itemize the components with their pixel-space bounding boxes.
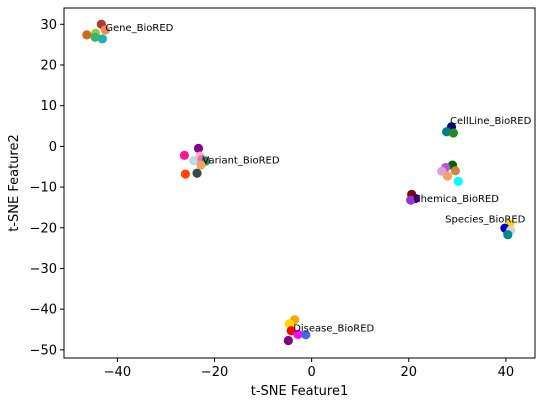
data-point [180, 169, 190, 179]
x-axis-label: t-SNE Feature1 [251, 384, 349, 399]
data-point [293, 329, 303, 339]
data-point [196, 160, 206, 170]
cluster-label: Gene_BioRED [105, 23, 173, 34]
data-point [406, 195, 416, 205]
y-tick-label: 30 [40, 18, 57, 33]
plot-area-frame [63, 7, 536, 359]
x-tick-label: −40 [104, 365, 131, 380]
data-point [450, 166, 460, 176]
data-point [301, 330, 311, 340]
y-tick-label: 0 [49, 140, 57, 155]
x-tick-label: 40 [498, 365, 515, 380]
cluster-label: Species_BioRED [445, 215, 526, 226]
data-point [284, 319, 294, 329]
cluster-label: Chemica_BioRED [414, 194, 500, 205]
y-axis-label: t-SNE Feature2 [7, 134, 22, 232]
data-point [442, 127, 452, 137]
y-axis-ticks: −50 −40 −30 −20 −10 0 10 20 30 [30, 18, 64, 358]
cluster-label: Variant_BioRED [202, 156, 279, 167]
x-tick-label: 20 [400, 365, 417, 380]
y-tick-label: 20 [40, 58, 57, 73]
data-point [286, 326, 296, 336]
data-point [100, 25, 110, 35]
data-point [193, 143, 204, 154]
cluster-label: CellLine_BioRED [450, 116, 532, 127]
data-point [453, 176, 463, 186]
x-tick-label: −20 [201, 365, 228, 380]
x-axis-ticks: −40 −20 0 20 40 [104, 358, 514, 380]
data-point [97, 34, 107, 44]
data-point [179, 150, 190, 160]
data-point [82, 30, 92, 40]
cluster-annotations: Gene_BioRED Variant_BioRED CellLine_BioRED… [105, 23, 531, 334]
y-tick-label: −40 [30, 303, 57, 318]
data-point [90, 32, 100, 42]
data-point [192, 168, 202, 178]
x-tick-label: 0 [307, 365, 315, 380]
cluster-label: Disease_BioRED [293, 323, 374, 334]
y-tick-label: −20 [30, 221, 57, 236]
data-point [283, 335, 293, 346]
y-tick-label: 10 [40, 99, 57, 114]
data-point [503, 230, 513, 240]
data-point [448, 128, 459, 138]
data-points [82, 19, 516, 346]
y-tick-label: −50 [30, 343, 57, 358]
data-point [442, 171, 453, 181]
y-tick-label: −30 [30, 262, 57, 277]
y-tick-label: −10 [30, 181, 57, 196]
